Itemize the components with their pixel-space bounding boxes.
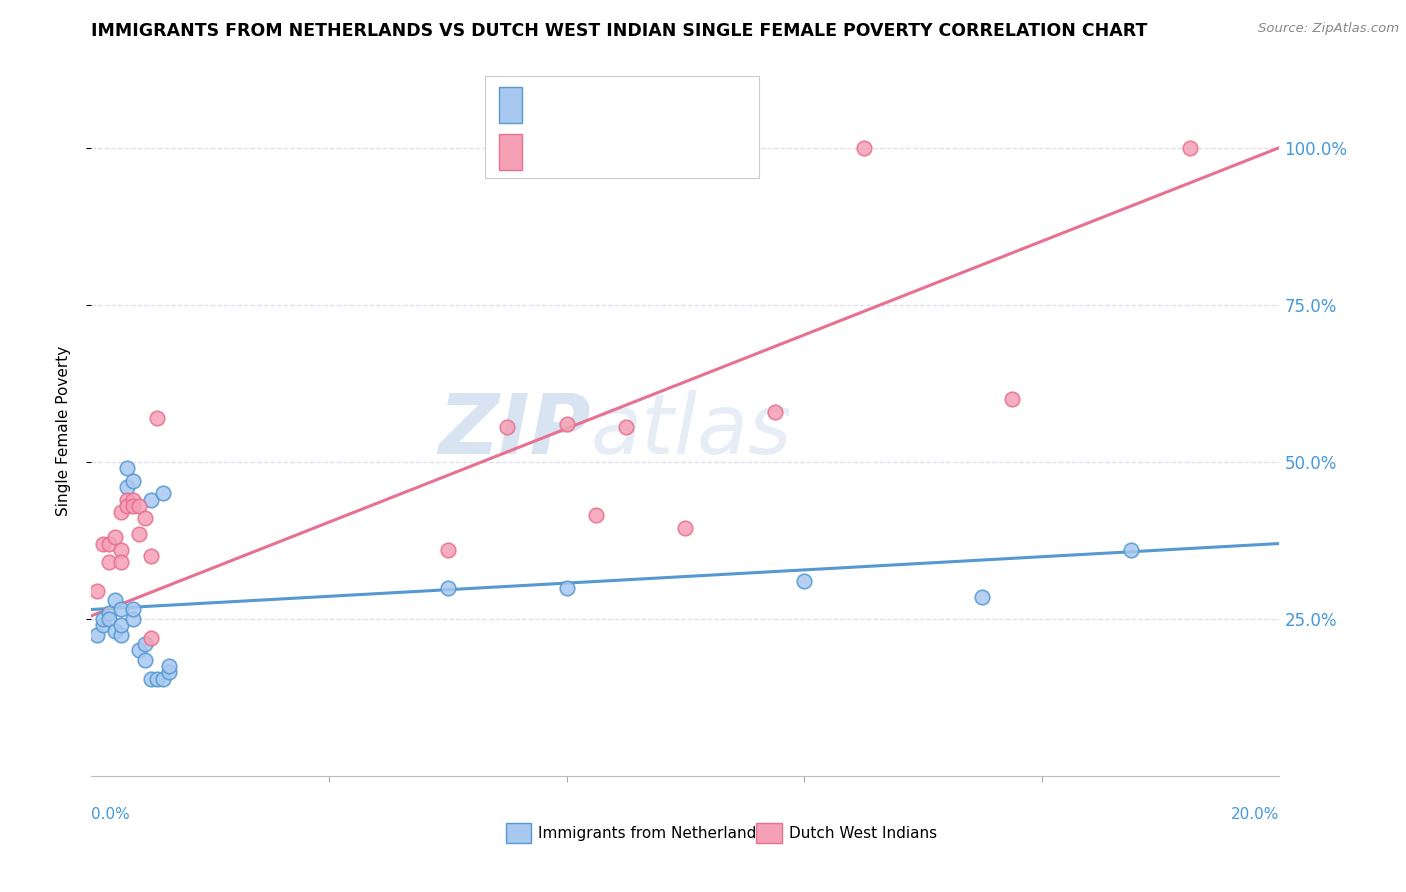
Point [134, 653, 156, 667]
Text: atlas: atlas [591, 390, 792, 471]
Text: IMMIGRANTS FROM NETHERLANDS VS DUTCH WEST INDIAN SINGLE FEMALE POVERTY CORRELATI: IMMIGRANTS FROM NETHERLANDS VS DUTCH WES… [91, 22, 1147, 40]
Point [152, 672, 174, 686]
Text: 20.0%: 20.0% [1232, 807, 1279, 822]
Text: 28: 28 [665, 143, 689, 161]
Point [157, 659, 180, 673]
Point [110, 618, 132, 632]
Point [793, 574, 815, 589]
Text: 30: 30 [665, 95, 689, 113]
Point [115, 480, 138, 494]
Text: Source: ZipAtlas.com: Source: ZipAtlas.com [1258, 22, 1399, 36]
Point [128, 499, 150, 513]
Point [98, 555, 121, 569]
Point [115, 499, 138, 513]
Point [98, 606, 121, 620]
Point [555, 417, 578, 431]
Point [496, 420, 519, 434]
Point [98, 612, 121, 626]
Point [972, 590, 994, 604]
Text: N =: N = [626, 143, 665, 161]
Point [763, 404, 786, 418]
Text: ZIP: ZIP [437, 390, 591, 471]
Point [436, 581, 458, 595]
Point [134, 511, 156, 525]
Point [110, 627, 132, 641]
Point [128, 643, 150, 657]
Point [91, 618, 114, 632]
Point [673, 521, 696, 535]
Text: 0.0%: 0.0% [91, 807, 131, 822]
Point [614, 420, 637, 434]
Point [852, 140, 875, 154]
Text: 0.151: 0.151 [569, 95, 624, 113]
Point [134, 637, 156, 651]
Text: Immigrants from Netherlands: Immigrants from Netherlands [538, 826, 765, 840]
Point [98, 536, 121, 550]
Point [145, 672, 167, 686]
Point [115, 492, 138, 507]
Point [152, 486, 174, 500]
Point [139, 672, 162, 686]
Point [122, 499, 145, 513]
Point [436, 542, 458, 557]
Point [104, 593, 127, 607]
Point [157, 665, 180, 680]
Point [86, 627, 108, 641]
Text: R =: R = [530, 95, 568, 113]
Point [104, 530, 127, 544]
Point [139, 549, 162, 563]
Point [1180, 140, 1202, 154]
Point [145, 410, 167, 425]
Point [122, 612, 145, 626]
Point [110, 602, 132, 616]
Point [86, 583, 108, 598]
Point [110, 505, 132, 519]
Point [585, 508, 607, 523]
Point [555, 581, 578, 595]
Point [128, 527, 150, 541]
Y-axis label: Single Female Poverty: Single Female Poverty [56, 345, 70, 516]
Text: Dutch West Indians: Dutch West Indians [789, 826, 936, 840]
Point [91, 536, 114, 550]
Point [122, 602, 145, 616]
Point [122, 492, 145, 507]
Point [110, 542, 132, 557]
Point [115, 461, 138, 475]
Text: N =: N = [626, 95, 665, 113]
Point [104, 624, 127, 639]
Point [110, 555, 132, 569]
Text: 0.733: 0.733 [569, 143, 624, 161]
Point [122, 474, 145, 488]
Point [1119, 542, 1142, 557]
Point [139, 492, 162, 507]
Point [1001, 392, 1024, 406]
Text: R =: R = [530, 143, 568, 161]
Point [91, 612, 114, 626]
Point [139, 631, 162, 645]
